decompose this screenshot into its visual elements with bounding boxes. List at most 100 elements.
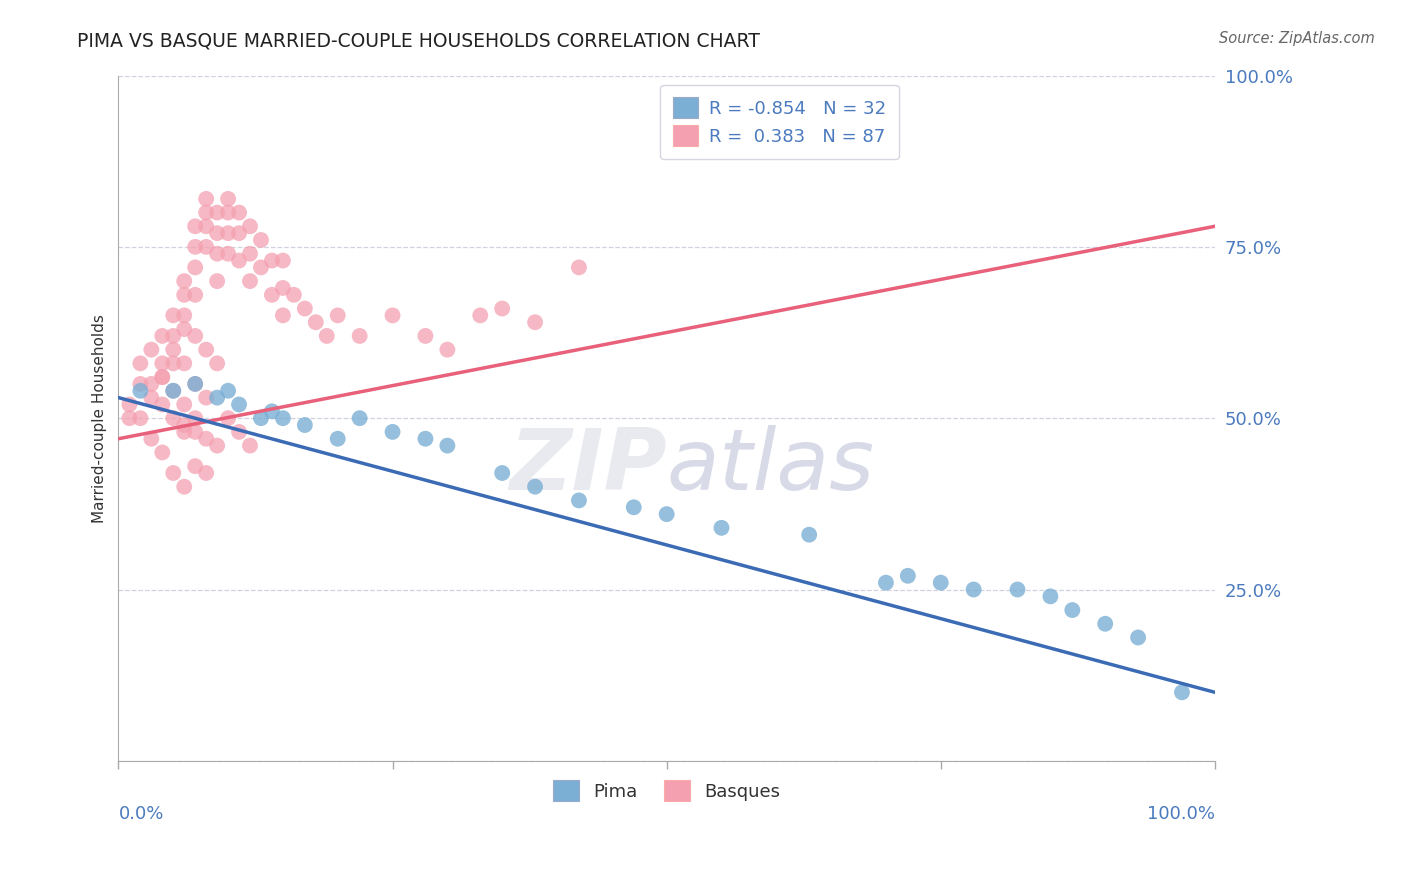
- Point: [655, 507, 678, 521]
- Point: [929, 575, 952, 590]
- Point: [228, 397, 250, 411]
- Point: [217, 384, 239, 398]
- Text: 0.0%: 0.0%: [118, 805, 165, 823]
- Point: [623, 500, 645, 515]
- Point: [141, 343, 163, 357]
- Point: [162, 411, 184, 425]
- Point: [1094, 616, 1116, 631]
- Point: [129, 411, 152, 425]
- Point: [184, 240, 207, 254]
- Point: [228, 226, 250, 240]
- Point: [184, 459, 207, 474]
- Point: [326, 432, 349, 446]
- Point: [271, 253, 294, 268]
- Point: [799, 527, 821, 541]
- Point: [415, 329, 437, 343]
- Point: [250, 233, 273, 247]
- Point: [524, 315, 547, 329]
- Point: [162, 309, 184, 323]
- Point: [195, 219, 218, 234]
- Point: [184, 425, 207, 439]
- Point: [239, 274, 262, 288]
- Point: [470, 309, 492, 323]
- Point: [141, 432, 163, 446]
- Point: [1039, 590, 1062, 604]
- Point: [141, 391, 163, 405]
- Point: [173, 480, 195, 494]
- Point: [150, 329, 173, 343]
- Point: [228, 425, 250, 439]
- Point: [1062, 603, 1084, 617]
- Point: [381, 309, 404, 323]
- Point: [217, 192, 239, 206]
- Point: [271, 411, 294, 425]
- Point: [129, 376, 152, 391]
- Point: [897, 569, 920, 583]
- Point: [162, 466, 184, 480]
- Y-axis label: Married-couple Households: Married-couple Households: [93, 314, 107, 523]
- Point: [162, 343, 184, 357]
- Legend: Pima, Basques: Pima, Basques: [544, 772, 789, 810]
- Text: PIMA VS BASQUE MARRIED-COUPLE HOUSEHOLDS CORRELATION CHART: PIMA VS BASQUE MARRIED-COUPLE HOUSEHOLDS…: [77, 31, 761, 50]
- Point: [173, 356, 195, 370]
- Point: [239, 439, 262, 453]
- Point: [239, 246, 262, 260]
- Point: [294, 417, 316, 432]
- Point: [1007, 582, 1029, 597]
- Point: [150, 445, 173, 459]
- Point: [129, 356, 152, 370]
- Point: [415, 432, 437, 446]
- Point: [184, 411, 207, 425]
- Point: [250, 411, 273, 425]
- Point: [162, 384, 184, 398]
- Point: [436, 439, 458, 453]
- Point: [875, 575, 897, 590]
- Point: [173, 274, 195, 288]
- Point: [349, 329, 371, 343]
- Point: [271, 281, 294, 295]
- Point: [294, 301, 316, 316]
- Point: [326, 309, 349, 323]
- Point: [217, 226, 239, 240]
- Point: [217, 411, 239, 425]
- Point: [184, 329, 207, 343]
- Point: [129, 384, 152, 398]
- Point: [162, 384, 184, 398]
- Point: [195, 466, 218, 480]
- Point: [271, 309, 294, 323]
- Point: [260, 253, 283, 268]
- Point: [195, 240, 218, 254]
- Point: [524, 480, 547, 494]
- Point: [228, 253, 250, 268]
- Point: [260, 404, 283, 418]
- Point: [173, 397, 195, 411]
- Point: [205, 246, 228, 260]
- Point: [349, 411, 371, 425]
- Point: [315, 329, 337, 343]
- Point: [173, 417, 195, 432]
- Text: 100.0%: 100.0%: [1147, 805, 1215, 823]
- Text: Source: ZipAtlas.com: Source: ZipAtlas.com: [1219, 31, 1375, 46]
- Text: atlas: atlas: [666, 425, 875, 508]
- Point: [184, 376, 207, 391]
- Point: [710, 521, 733, 535]
- Point: [162, 356, 184, 370]
- Point: [436, 343, 458, 357]
- Point: [195, 391, 218, 405]
- Point: [195, 192, 218, 206]
- Point: [491, 301, 513, 316]
- Point: [150, 397, 173, 411]
- Point: [184, 219, 207, 234]
- Point: [195, 432, 218, 446]
- Point: [150, 370, 173, 384]
- Point: [381, 425, 404, 439]
- Point: [173, 425, 195, 439]
- Point: [283, 288, 305, 302]
- Point: [195, 343, 218, 357]
- Point: [205, 391, 228, 405]
- Point: [195, 205, 218, 219]
- Point: [205, 274, 228, 288]
- Text: ZIP: ZIP: [509, 425, 666, 508]
- Point: [239, 219, 262, 234]
- Point: [173, 322, 195, 336]
